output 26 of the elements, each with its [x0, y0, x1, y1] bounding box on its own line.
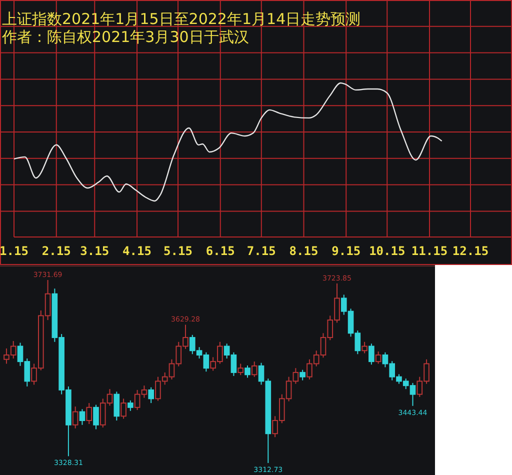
- candlestick: [86, 402, 92, 425]
- candlestick: [120, 398, 126, 420]
- candlestick: [128, 400, 134, 412]
- candlestick: [114, 391, 120, 422]
- candlestick: [93, 404, 99, 430]
- x-tick-label: 11.15: [411, 244, 448, 258]
- candlestick: [251, 361, 258, 378]
- candlestick: [300, 369, 306, 381]
- x-tick-label: 8.15: [289, 244, 318, 258]
- x-tick-label: 5.15: [164, 244, 192, 258]
- x-tick-label: 12.15: [452, 244, 489, 258]
- candlestick: [148, 386, 154, 404]
- x-tick-label: 3.15: [80, 244, 110, 258]
- x-tick-label: 9.15: [332, 244, 361, 258]
- candlestick: [244, 364, 250, 378]
- x-tick-label: 10.15: [369, 244, 406, 258]
- x-tick-label: 2.15: [42, 244, 71, 258]
- candlestick: [362, 341, 368, 354]
- candlestick: [375, 351, 382, 364]
- candlestick: [238, 363, 244, 376]
- x-tick-label: 7.15: [246, 244, 276, 258]
- x-tick-label: 4.15: [122, 244, 152, 258]
- x-tick-label: 6.15: [206, 244, 235, 258]
- candlestick: [72, 406, 78, 429]
- candlestick: [79, 408, 86, 426]
- candlestick: [368, 343, 374, 366]
